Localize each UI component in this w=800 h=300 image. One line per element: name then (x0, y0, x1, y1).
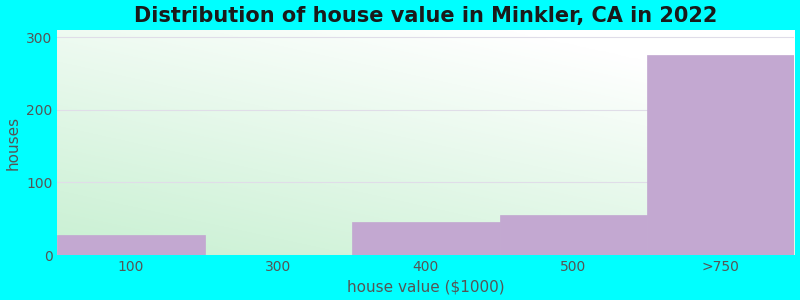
Bar (352, 222, 500, 255)
Bar (500, 215, 647, 255)
Title: Distribution of house value in Minkler, CA in 2022: Distribution of house value in Minkler, … (134, 6, 718, 26)
Bar (58, 236, 205, 255)
Y-axis label: houses: houses (6, 116, 21, 169)
Bar (647, 55, 794, 255)
X-axis label: house value ($1000): house value ($1000) (347, 279, 505, 294)
